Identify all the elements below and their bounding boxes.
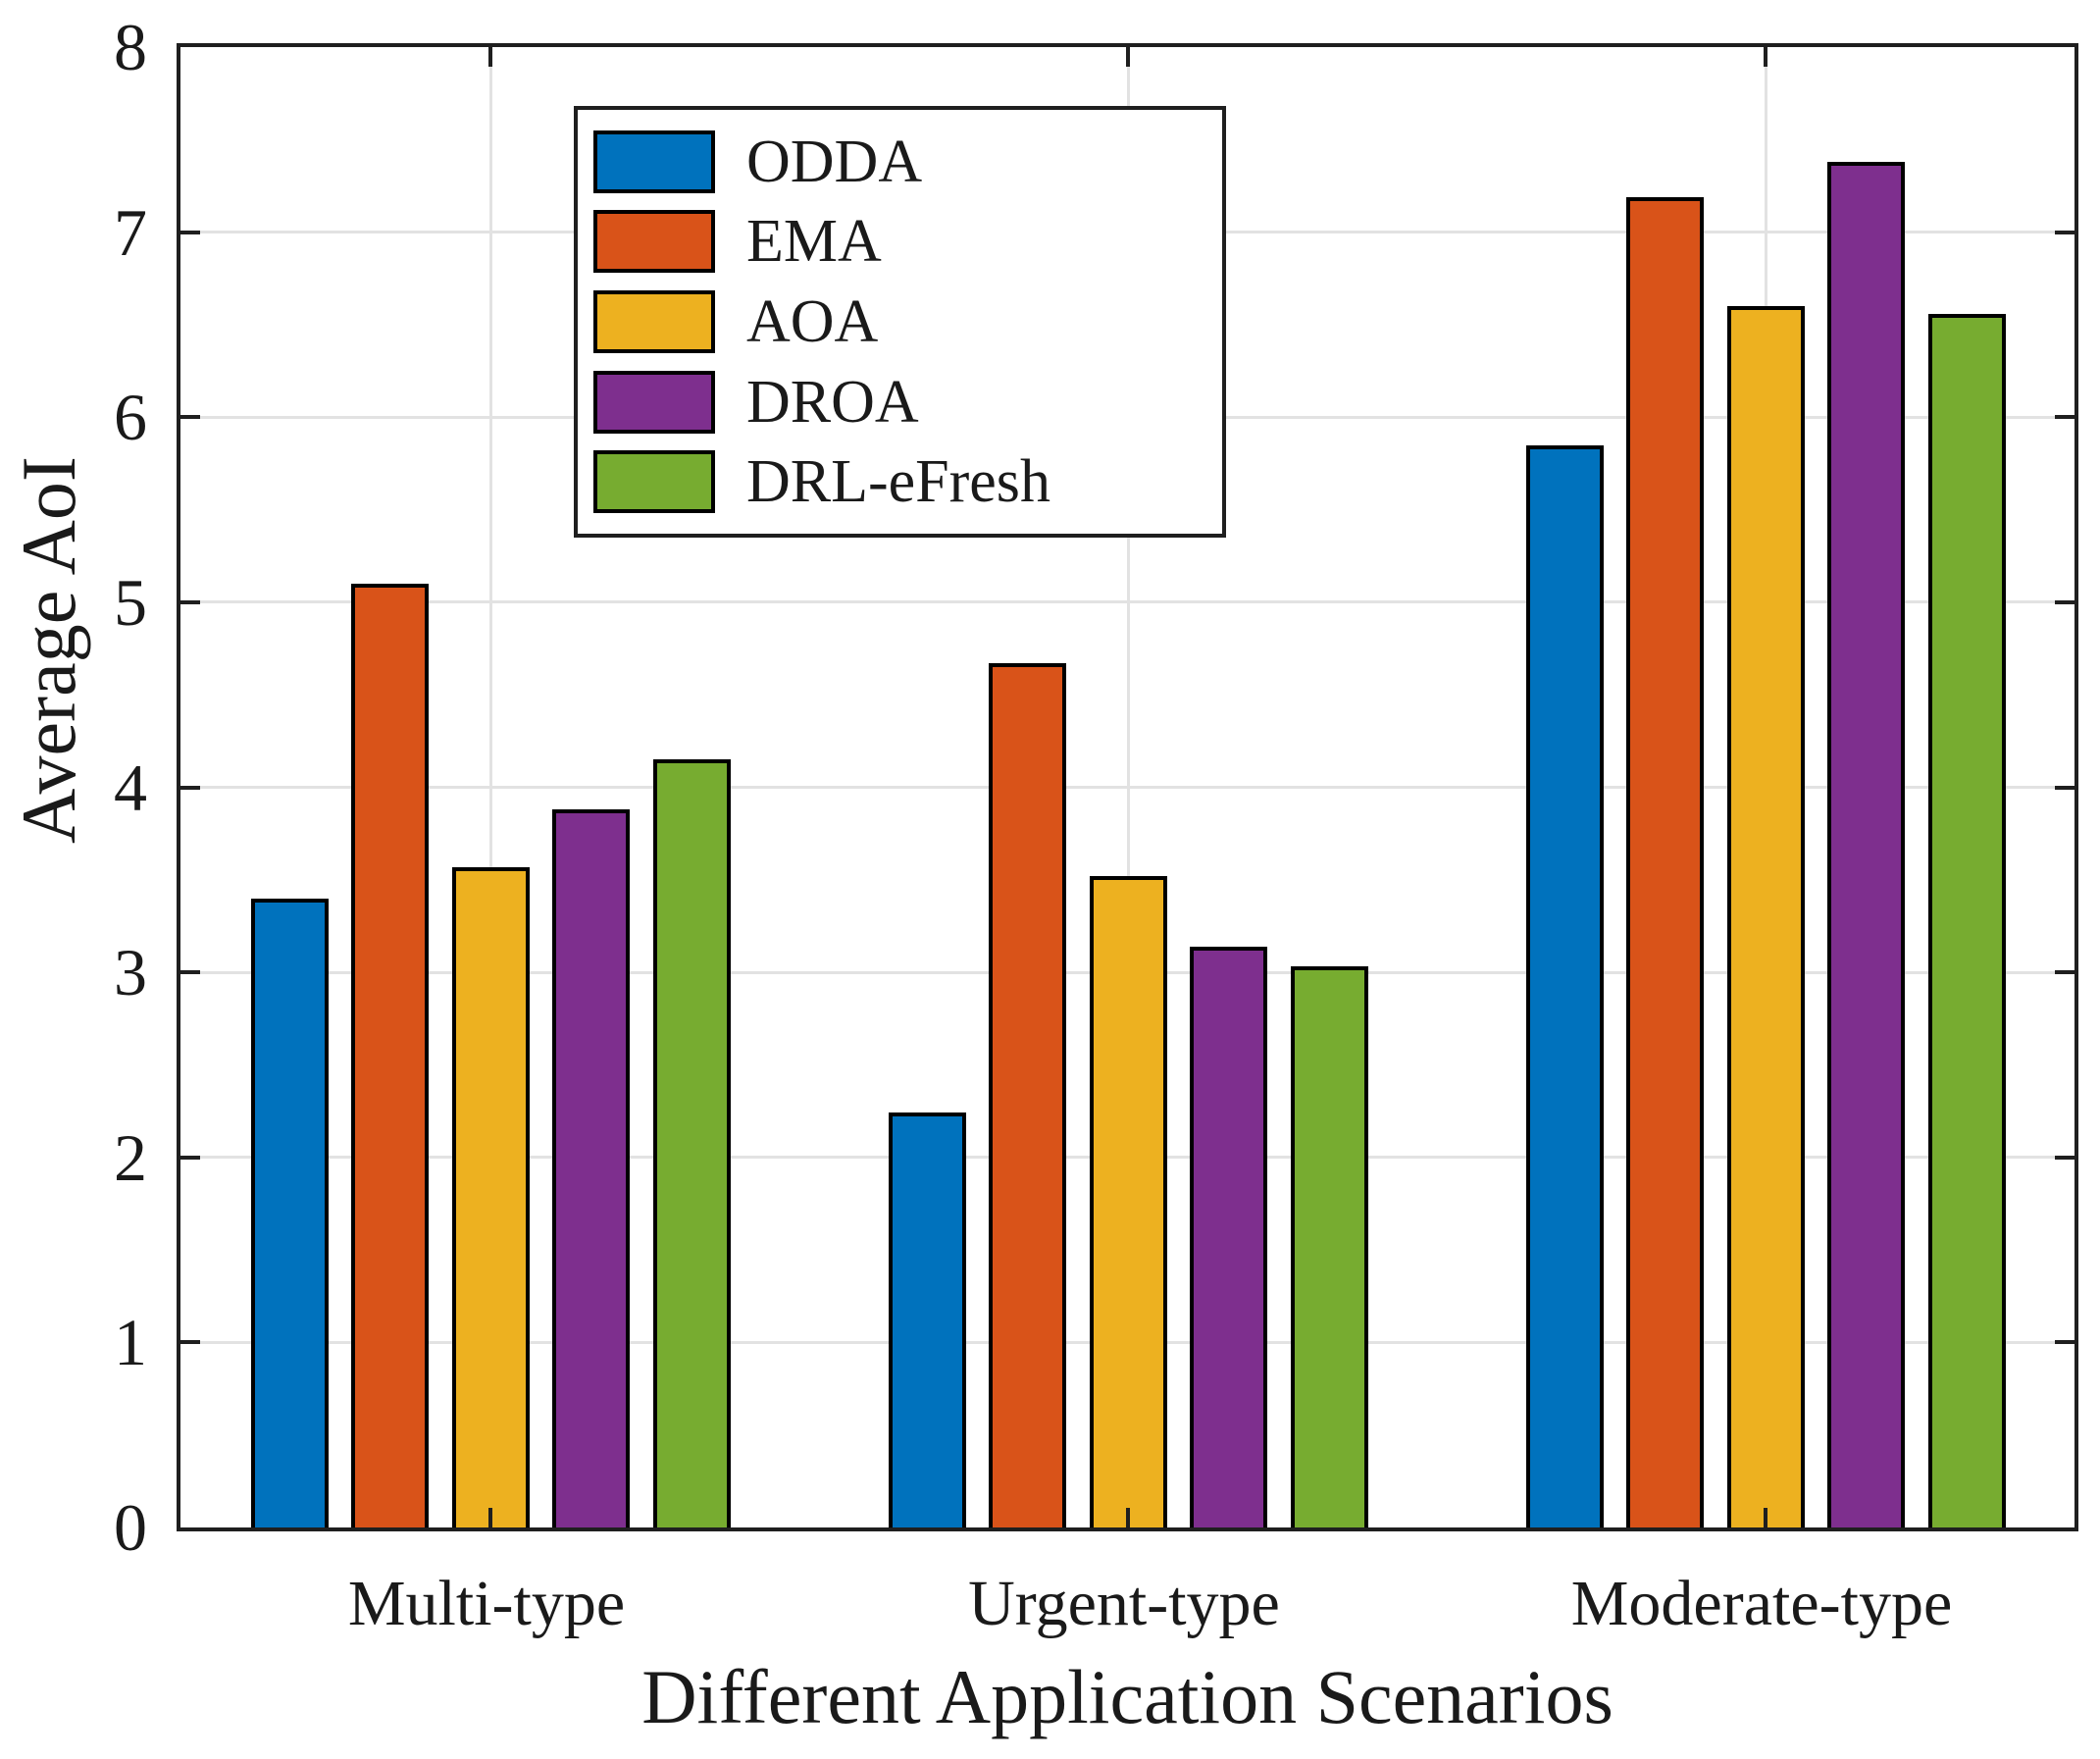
x-tick-label-Moderate-type: Moderate-type — [1570, 1568, 1953, 1639]
bar-ODDA-Moderate-type — [1525, 444, 1604, 1527]
legend-item-DRL-eFresh: DRL-eFresh — [593, 448, 1222, 516]
legend-swatch-EMA — [593, 210, 715, 274]
legend: ODDA EMA AOA DROA DRL-eFresh — [574, 106, 1226, 538]
bar-DROA-Urgent-type — [1190, 946, 1267, 1527]
y-tick-label-6: 6 — [114, 380, 147, 455]
bar-AOA-Urgent-type — [1089, 876, 1167, 1527]
y-tick-label-8: 8 — [114, 10, 147, 84]
gridline-x-Multi-type — [488, 47, 492, 1527]
y-tick-right-6 — [2055, 415, 2074, 420]
legend-item-EMA: EMA — [593, 208, 1222, 276]
legend-item-AOA: AOA — [593, 287, 1222, 355]
y-tick-right-4 — [2055, 785, 2074, 790]
y-tick-label-1: 1 — [114, 1305, 147, 1380]
y-tick-label-5: 5 — [114, 564, 147, 640]
y-tick-right-3 — [2055, 970, 2074, 975]
bar-DRL-eFresh-Multi-type — [652, 759, 731, 1527]
y-tick-right-7 — [2055, 230, 2074, 234]
legend-label-AOA: AOA — [746, 287, 879, 355]
y-tick-right-5 — [2055, 599, 2074, 604]
legend-swatch-AOA — [593, 289, 715, 353]
y-tick-left-1 — [180, 1340, 200, 1345]
legend-label-DROA: DROA — [746, 368, 919, 436]
x-tick-bottom-Multi-type — [488, 1508, 492, 1527]
legend-label-EMA: EMA — [746, 208, 882, 276]
y-tick-left-5 — [180, 599, 200, 604]
x-tick-label-Multi-type: Multi-type — [347, 1568, 626, 1639]
bar-DROA-Moderate-type — [1827, 161, 1905, 1527]
legend-label-ODDA: ODDA — [746, 128, 923, 195]
bar-DRL-eFresh-Urgent-type — [1290, 966, 1368, 1527]
y-tick-right-2 — [2055, 1155, 2074, 1160]
bar-AOA-Moderate-type — [1726, 306, 1805, 1527]
bar-ODDA-Multi-type — [250, 898, 329, 1527]
legend-item-ODDA: ODDA — [593, 128, 1222, 195]
y-tick-right-1 — [2055, 1340, 2074, 1345]
y-axis-label: Average AoI — [6, 456, 91, 844]
bar-AOA-Multi-type — [451, 866, 530, 1527]
bar-DROA-Multi-type — [552, 809, 630, 1527]
bar-ODDA-Urgent-type — [888, 1112, 966, 1527]
legend-item-DROA: DROA — [593, 368, 1222, 436]
y-tick-label-2: 2 — [114, 1119, 147, 1195]
y-tick-label-0: 0 — [114, 1490, 147, 1565]
y-tick-label-4: 4 — [114, 750, 147, 825]
x-axis-label: Different Application Scenarios — [641, 1654, 1613, 1739]
y-tick-label-3: 3 — [114, 935, 147, 1010]
y-tick-label-7: 7 — [114, 194, 147, 270]
legend-label-DRL-eFresh: DRL-eFresh — [746, 448, 1050, 516]
y-tick-left-2 — [180, 1155, 200, 1160]
y-tick-left-3 — [180, 970, 200, 975]
bar-EMA-Moderate-type — [1626, 196, 1704, 1527]
x-tick-top-Multi-type — [488, 47, 492, 67]
bar-EMA-Urgent-type — [989, 663, 1066, 1527]
y-tick-left-7 — [180, 230, 200, 234]
y-tick-left-4 — [180, 785, 200, 790]
x-tick-top-Urgent-type — [1126, 47, 1130, 67]
legend-swatch-DROA — [593, 370, 715, 434]
y-tick-left-6 — [180, 415, 200, 420]
bar-EMA-Multi-type — [351, 584, 429, 1527]
x-tick-bottom-Urgent-type — [1126, 1508, 1130, 1527]
legend-swatch-DRL-eFresh — [593, 450, 715, 514]
bar-DRL-eFresh-Moderate-type — [1927, 313, 2006, 1527]
x-tick-top-Moderate-type — [1764, 47, 1767, 67]
gridline-x-Urgent-type — [1126, 47, 1130, 1527]
x-tick-label-Urgent-type: Urgent-type — [968, 1568, 1280, 1639]
x-tick-bottom-Moderate-type — [1764, 1508, 1767, 1527]
legend-swatch-ODDA — [593, 129, 715, 193]
